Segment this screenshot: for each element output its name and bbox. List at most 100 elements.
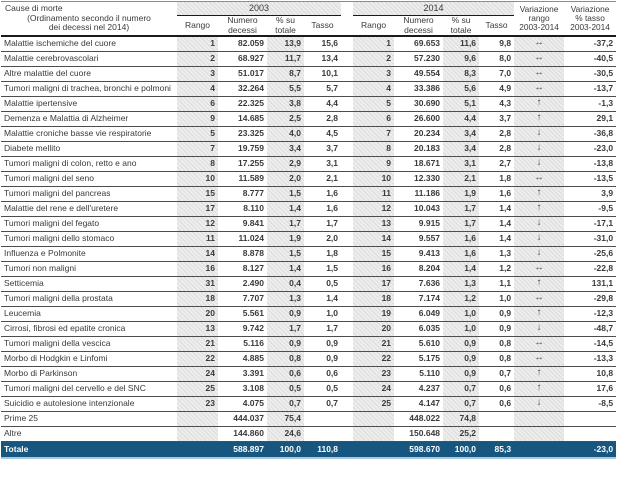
cell-var: -1,3 xyxy=(564,96,617,112)
cell-var: -13,8 xyxy=(564,156,617,172)
header-cause-title: Cause di morte xyxy=(5,3,63,13)
cell-arrow: ↔ xyxy=(514,36,565,52)
cell-t03: 2,1 xyxy=(304,171,342,187)
cell-var: -13,5 xyxy=(564,171,617,187)
cell-cause: Totale xyxy=(1,441,177,460)
cell-gap xyxy=(341,216,354,232)
header-variation-rate: Variazione % tasso 2003-2014 xyxy=(564,1,617,38)
cell-cause: Diabete mellito xyxy=(1,141,177,157)
cell-p03: 0,4 xyxy=(267,276,304,292)
cell-p14: 1,7 xyxy=(443,216,480,232)
cell-r03: 20 xyxy=(177,306,218,322)
cell-p14: 25,2 xyxy=(443,426,480,442)
cell-cause: Tumori maligni del fegato xyxy=(1,216,177,232)
cell-t14: 8,0 xyxy=(479,51,515,67)
cell-n14: 9.915 xyxy=(394,216,444,232)
header-cause-subtitle-1: (Ordinamento secondo il numero xyxy=(27,12,151,23)
cell-r14: 2 xyxy=(353,51,395,67)
cell-p03: 13,9 xyxy=(267,36,304,52)
cell-t03 xyxy=(304,426,342,442)
cell-t14 xyxy=(479,411,515,427)
cell-var: 10,8 xyxy=(564,366,617,382)
cell-p14: 3,4 xyxy=(443,126,480,142)
cell-r14 xyxy=(353,441,395,460)
cell-t14 xyxy=(479,426,515,442)
cell-n03: 8.878 xyxy=(218,246,267,262)
cell-p14: 5,6 xyxy=(443,81,480,97)
cell-var xyxy=(564,426,617,442)
cell-r14: 20 xyxy=(353,321,395,337)
cell-var: -25,6 xyxy=(564,246,617,262)
cell-n14: 30.690 xyxy=(394,96,444,112)
cell-var: -22,8 xyxy=(564,261,617,277)
cell-var: -30,5 xyxy=(564,66,617,82)
cell-p14: 0,7 xyxy=(443,396,480,412)
cell-p14: 74,8 xyxy=(443,411,480,427)
header-variation-rate-line1: Variazione xyxy=(570,3,610,14)
cell-n14: 4.147 xyxy=(394,396,444,412)
table-row: Malattie del rene e dell'uretere 17 8.110 1… xyxy=(1,201,617,217)
cell-gap xyxy=(341,306,354,322)
cell-arrow: ↑ xyxy=(514,276,565,292)
cell-p14: 1,3 xyxy=(443,276,480,292)
cell-p14: 3,1 xyxy=(443,156,480,172)
cell-n03: 444.037 xyxy=(218,411,267,427)
cell-arrow: ↔ xyxy=(514,51,565,67)
cell-n14: 18.671 xyxy=(394,156,444,172)
cell-cause: Altre malattie del cuore xyxy=(1,66,177,82)
cell-n03: 8.127 xyxy=(218,261,267,277)
cell-cause: Morbo di Parkinson xyxy=(1,366,177,382)
cell-r14: 17 xyxy=(353,276,395,292)
cell-gap xyxy=(341,51,354,67)
header-variation-rank: Variazione rango 2003-2014 xyxy=(514,1,565,38)
cell-r03: 15 xyxy=(177,186,218,202)
table-body: Malattie ischemiche del cuore 1 82.059 13,9… xyxy=(1,36,617,460)
table-row: Altre malattie del cuore 3 51.017 8,7 10,1 3 4… xyxy=(1,66,617,82)
cell-p03: 1,4 xyxy=(267,261,304,277)
cell-p03: 0,7 xyxy=(267,396,304,412)
cell-cause: Tumori maligni della prostata xyxy=(1,291,177,307)
cell-r03: 5 xyxy=(177,126,218,142)
cell-gap xyxy=(341,186,354,202)
cell-p03: 0,8 xyxy=(267,351,304,367)
table-row: Tumori maligni della vescica 21 5.116 0,9 0,… xyxy=(1,336,617,352)
cell-r03: 1 xyxy=(177,36,218,52)
cell-t14: 7,0 xyxy=(479,66,515,82)
cell-r03: 12 xyxy=(177,216,218,232)
cell-cause: Malattie ischemiche del cuore xyxy=(1,36,177,52)
cell-r14: 11 xyxy=(353,186,395,202)
cell-r03: 6 xyxy=(177,96,218,112)
cell-n03: 17.255 xyxy=(218,156,267,172)
cell-t03: 1,0 xyxy=(304,306,342,322)
cell-gap xyxy=(341,246,354,262)
cell-t03: 2,8 xyxy=(304,111,342,127)
cell-arrow: ↑ xyxy=(514,96,565,112)
cell-var: -31,0 xyxy=(564,231,617,247)
cell-n14: 69.653 xyxy=(394,36,444,52)
cell-var xyxy=(564,411,617,427)
cell-gap xyxy=(341,411,354,427)
cell-r14 xyxy=(353,411,395,427)
cell-cause: Tumori maligni della vescica xyxy=(1,336,177,352)
cell-n03: 4.075 xyxy=(218,396,267,412)
cell-t14: 1,3 xyxy=(479,246,515,262)
cell-t03: 15,6 xyxy=(304,36,342,52)
cell-gap xyxy=(341,441,354,460)
cell-var: -12,3 xyxy=(564,306,617,322)
cell-r03: 24 xyxy=(177,366,218,382)
table-row: Tumori maligni di colon, retto e ano 8 17.… xyxy=(1,156,617,172)
cell-p03: 4,0 xyxy=(267,126,304,142)
cell-r03: 16 xyxy=(177,261,218,277)
cell-gap xyxy=(341,36,354,52)
cell-n03: 8.777 xyxy=(218,186,267,202)
cell-var: -14,5 xyxy=(564,336,617,352)
cell-p14: 4,4 xyxy=(443,111,480,127)
cell-gap xyxy=(341,111,354,127)
summary-row: Altre 144.860 24,6 150.648 25,2 xyxy=(1,426,617,442)
cell-t03: 1,7 xyxy=(304,321,342,337)
cell-gap xyxy=(341,381,354,397)
cell-r03: 14 xyxy=(177,246,218,262)
cell-arrow: ↔ xyxy=(514,81,565,97)
cell-t14: 0,6 xyxy=(479,381,515,397)
cell-var: 3,9 xyxy=(564,186,617,202)
